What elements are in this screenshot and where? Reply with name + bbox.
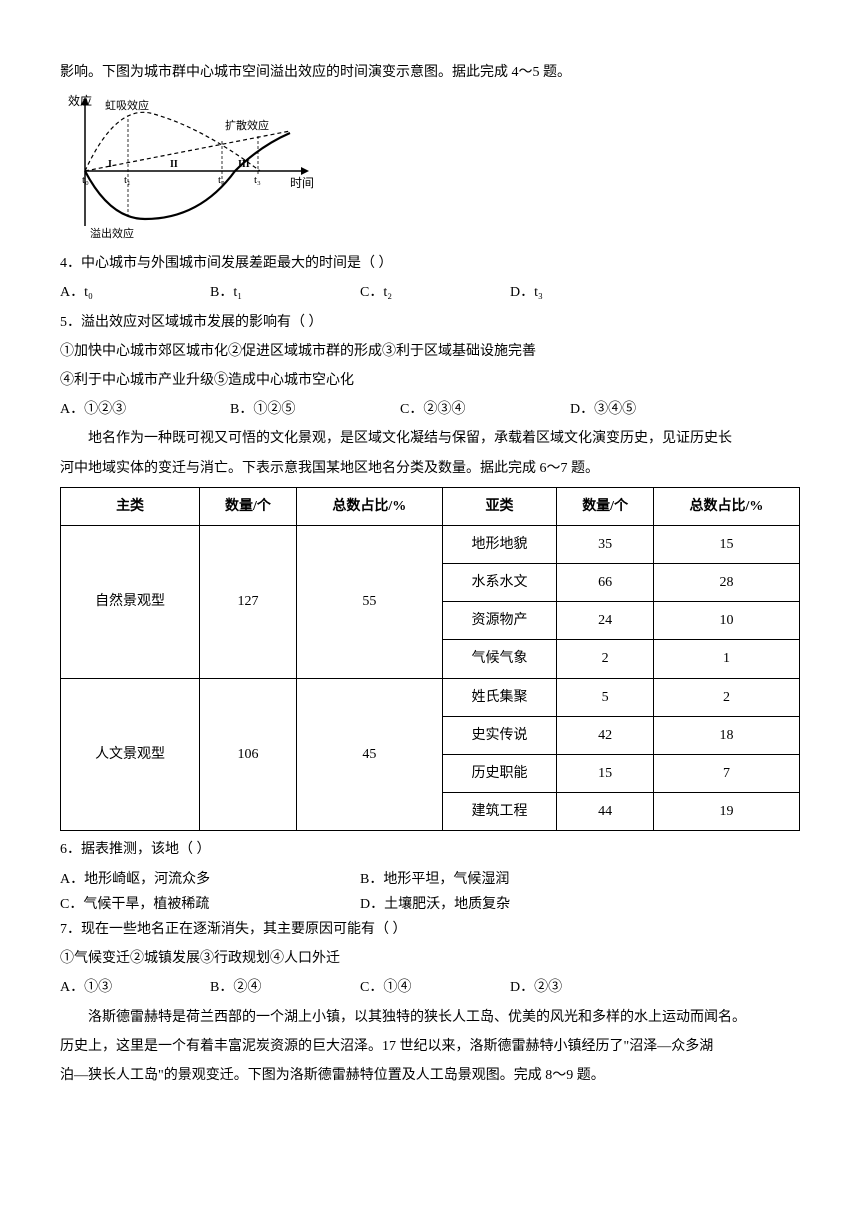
spillover-effect-diagram: 效应 时间 虹吸效应 扩散效应 溢出效应 I II III t₀ t₁ t₂ t… xyxy=(60,91,320,241)
cell-sub: 历史职能 xyxy=(442,755,556,793)
q5-opt-d: D．③④⑤ xyxy=(570,397,740,422)
cell-qty-2: 106 xyxy=(200,678,297,831)
cell-sub: 地形地貌 xyxy=(442,525,556,563)
q6-opt-b: B．地形平坦，气候湿润 xyxy=(360,867,660,892)
cell-sqty: 5 xyxy=(557,678,654,716)
y-axis-label: 效应 xyxy=(68,93,92,108)
cell-spct: 15 xyxy=(653,525,799,563)
q4-options: A．t₀ B．t₁ C．t₂ D．t₃ xyxy=(60,280,800,305)
cell-pct-1: 55 xyxy=(296,525,442,678)
th-qty: 数量/个 xyxy=(200,487,297,525)
q4-stem: 4．中心城市与外围城市间发展差距最大的时间是（ ） xyxy=(60,251,800,276)
tick-t2: t₂ xyxy=(218,174,225,186)
q6-opt-a: A．地形崎岖，河流众多 xyxy=(60,867,360,892)
q7-opt-a: A．①③ xyxy=(60,975,210,1000)
q6-options: A．地形崎岖，河流众多 B．地形平坦，气候湿润 C．气候干旱，植被稀疏 D．土壤… xyxy=(60,867,800,917)
q5-list-1: ①加快中心城市郊区城市化②促进区域城市群的形成③利于区域基础设施完善 xyxy=(60,339,800,364)
th-sub: 亚类 xyxy=(442,487,556,525)
q7-stem: 7．现在一些地名正在逐渐消失，其主要原因可能有（ ） xyxy=(60,917,800,942)
q7-opt-c: C．①④ xyxy=(360,975,510,1000)
svg-text:II: II xyxy=(170,159,178,170)
cell-sqty: 15 xyxy=(557,755,654,793)
q7-options: A．①③ B．②④ C．①④ D．②③ xyxy=(60,975,800,1000)
tick-t3: t₃ xyxy=(254,174,261,186)
x-axis-label: 时间 xyxy=(290,176,314,190)
cell-spct: 10 xyxy=(653,602,799,640)
q5-opt-a: A．①②③ xyxy=(60,397,230,422)
intro-text-2b: 河中地域实体的变迁与消亡。下表示意我国某地区地名分类及数量。据此完成 6～7 题… xyxy=(60,456,800,481)
cell-sqty: 42 xyxy=(557,716,654,754)
cell-qty-1: 127 xyxy=(200,525,297,678)
q6-stem: 6．据表推测，该地（ ） xyxy=(60,837,800,862)
cell-main-2: 人文景观型 xyxy=(61,678,200,831)
cell-sub: 气候气象 xyxy=(442,640,556,678)
svg-text:III: III xyxy=(238,159,250,170)
q6-opt-d: D．土壤肥沃，地质复杂 xyxy=(360,892,660,917)
q7-opt-d: D．②③ xyxy=(510,975,660,1000)
th-pct: 总数占比/% xyxy=(296,487,442,525)
cell-sqty: 24 xyxy=(557,602,654,640)
spillover-label: 溢出效应 xyxy=(90,226,134,240)
cell-spct: 7 xyxy=(653,755,799,793)
q5-opt-c: C．②③④ xyxy=(400,397,570,422)
cell-pct-2: 45 xyxy=(296,678,442,831)
cell-sub: 水系水文 xyxy=(442,564,556,602)
q4-opt-c: C．t₂ xyxy=(360,280,510,305)
cell-spct: 19 xyxy=(653,793,799,831)
diffusion-label: 扩散效应 xyxy=(225,118,269,132)
th-spct: 总数占比/% xyxy=(653,487,799,525)
q4-opt-a: A．t₀ xyxy=(60,280,210,305)
cell-sub: 姓氏集聚 xyxy=(442,678,556,716)
q5-options: A．①②③ B．①②⑤ C．②③④ D．③④⑤ xyxy=(60,397,800,422)
cell-spct: 1 xyxy=(653,640,799,678)
cell-sqty: 44 xyxy=(557,793,654,831)
cell-spct: 28 xyxy=(653,564,799,602)
cell-spct: 18 xyxy=(653,716,799,754)
table-row: 自然景观型 127 55 地形地貌 35 15 xyxy=(61,525,800,563)
cell-sub: 史实传说 xyxy=(442,716,556,754)
q5-opt-b: B．①②⑤ xyxy=(230,397,400,422)
tick-t0: t₀ xyxy=(82,174,89,186)
cell-sqty: 2 xyxy=(557,640,654,678)
q4-opt-d: D．t₃ xyxy=(510,280,660,305)
cell-sqty: 66 xyxy=(557,564,654,602)
svg-text:I: I xyxy=(108,159,112,170)
th-sqty: 数量/个 xyxy=(557,487,654,525)
intro-text-2a: 地名作为一种既可视又可悟的文化景观，是区域文化凝结与保留，承载着区域文化演变历史… xyxy=(60,426,800,451)
table-header-row: 主类 数量/个 总数占比/% 亚类 数量/个 总数占比/% xyxy=(61,487,800,525)
intro-text-3a: 洛斯德雷赫特是荷兰西部的一个湖上小镇，以其独特的狭长人工岛、优美的风光和多样的水… xyxy=(60,1005,800,1030)
q6-opt-c: C．气候干旱，植被稀疏 xyxy=(60,892,360,917)
siphon-label: 虹吸效应 xyxy=(105,98,149,112)
intro-text-3b: 历史上，这里是一个有着丰富泥炭资源的巨大沼泽。17 世纪以来，洛斯德雷赫特小镇经… xyxy=(60,1034,800,1059)
table-row: 人文景观型 106 45 姓氏集聚 5 2 xyxy=(61,678,800,716)
place-name-table: 主类 数量/个 总数占比/% 亚类 数量/个 总数占比/% 自然景观型 127 … xyxy=(60,487,800,832)
q5-list-2: ④利于中心城市产业升级⑤造成中心城市空心化 xyxy=(60,368,800,393)
q7-opt-b: B．②④ xyxy=(210,975,360,1000)
cell-sqty: 35 xyxy=(557,525,654,563)
q5-stem: 5．溢出效应对区域城市发展的影响有（ ） xyxy=(60,310,800,335)
intro-text-1: 影响。下图为城市群中心城市空间溢出效应的时间演变示意图。据此完成 4～5 题。 xyxy=(60,60,800,85)
cell-sub: 建筑工程 xyxy=(442,793,556,831)
th-main: 主类 xyxy=(61,487,200,525)
intro-text-3c: 泊—狭长人工岛"的景观变迁。下图为洛斯德雷赫特位置及人工岛景观图。完成 8～9 … xyxy=(60,1063,800,1088)
cell-main-1: 自然景观型 xyxy=(61,525,200,678)
cell-sub: 资源物产 xyxy=(442,602,556,640)
q7-list: ①气候变迁②城镇发展③行政规划④人口外迁 xyxy=(60,946,800,971)
tick-t1: t₁ xyxy=(124,174,131,186)
q4-opt-b: B．t₁ xyxy=(210,280,360,305)
cell-spct: 2 xyxy=(653,678,799,716)
